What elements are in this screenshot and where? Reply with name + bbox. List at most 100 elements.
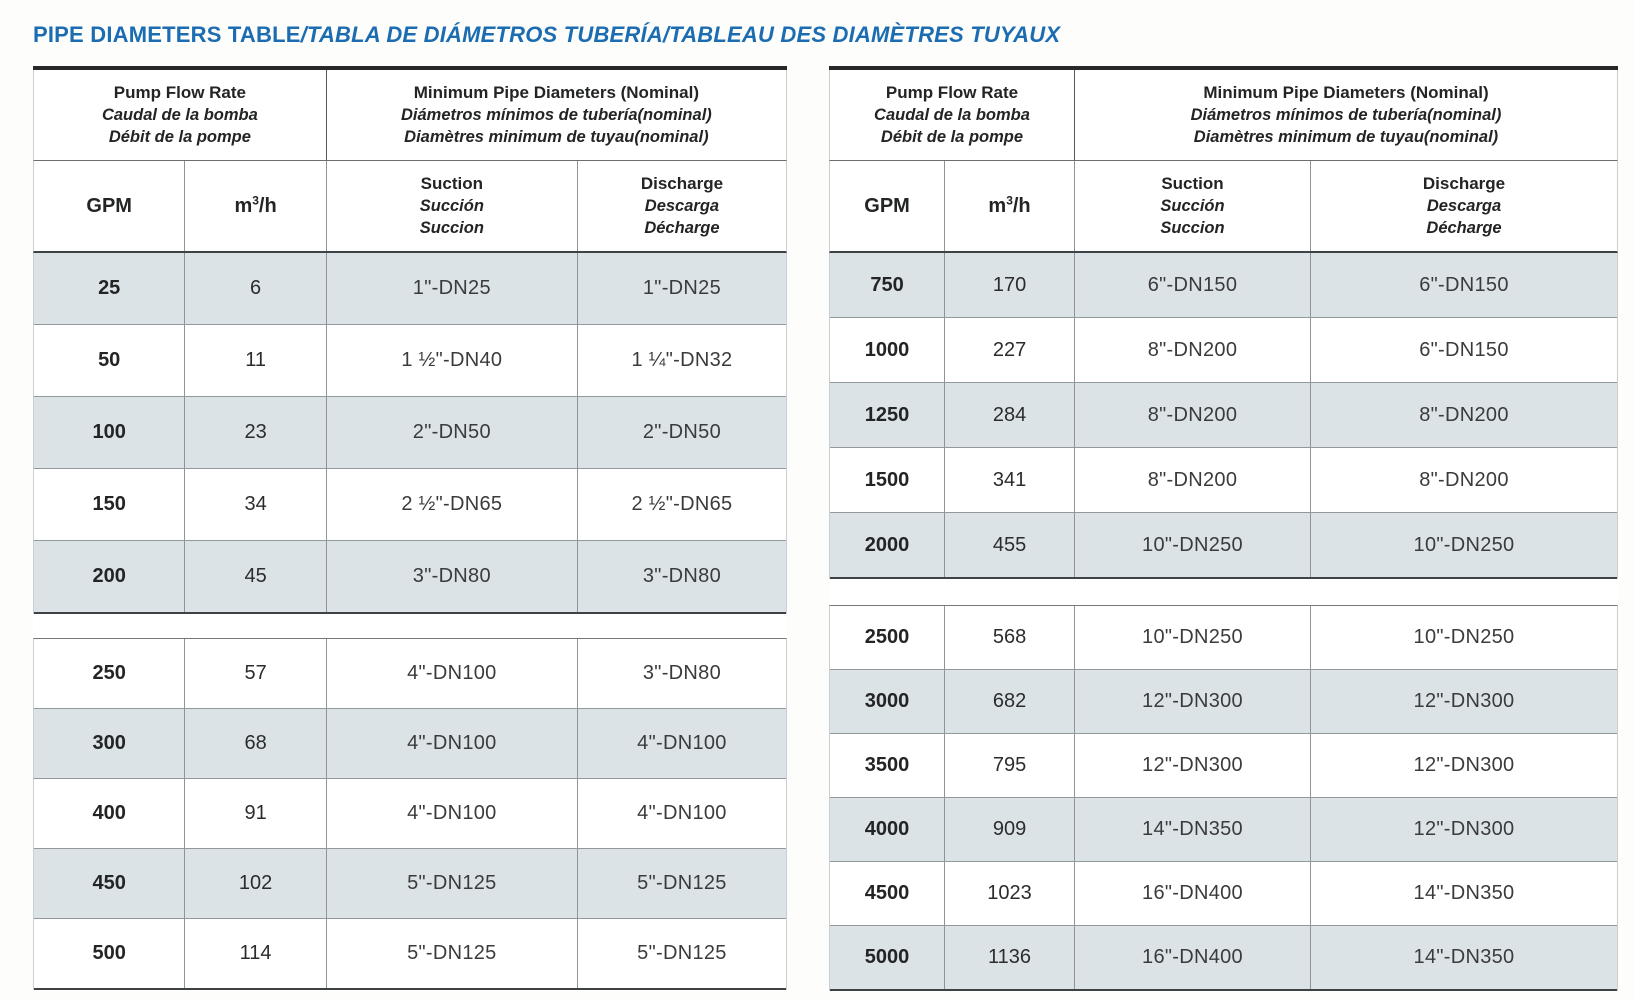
pipe-diameters-group-header: Minimum Pipe Diameters (Nominal) Diámetro…: [325, 70, 786, 160]
suction-cell: 16"-DN400: [1073, 862, 1310, 925]
m3h-cell-value: 45: [244, 565, 267, 587]
suction-cell: 1"-DN25: [325, 253, 577, 324]
table-row: 200 45 3"-DN80 3"-DN80: [34, 541, 786, 614]
suction-label-en: Suction: [1161, 174, 1224, 193]
gpm-cell: 300: [34, 709, 184, 778]
table-row: 1500 341 8"-DN200 8"-DN200: [830, 448, 1617, 513]
suction-cell: 3"-DN80: [325, 541, 577, 612]
flow-rate-group-header: Pump Flow Rate Caudal de la bomba Débit de…: [34, 70, 326, 160]
gpm-cell-value: 300: [92, 732, 126, 754]
table-row: 1000 227 8"-DN200 6"-DN150: [830, 318, 1617, 383]
pipe-diameters-label-fr: Diamètres minimum de tuyau(nominal): [404, 128, 709, 146]
gpm-cell: 5000: [830, 926, 944, 989]
flow-rate-group-header: Pump Flow Rate Caudal de la bomba Débit de…: [830, 70, 1074, 160]
suction-cell: 4"-DN100: [325, 779, 577, 848]
m3h-cell: 114: [184, 919, 325, 988]
table-block: 2500 568 10"-DN250 10"-DN250 3000 682 12"-DN30…: [829, 605, 1618, 991]
m3h-cell-value: 682: [992, 690, 1027, 712]
discharge-cell: 5"-DN125: [576, 849, 786, 918]
discharge-cell: 4"-DN100: [576, 709, 786, 778]
gpm-cell-value: 1250: [864, 403, 910, 426]
gpm-cell-value: 750: [870, 273, 904, 296]
discharge-label-es: Descarga: [1426, 197, 1502, 215]
pipe-diameters-label-es: Diámetros mínimos de tubería(nominal): [1190, 106, 1502, 124]
flow-rate-label-en: Pump Flow Rate: [885, 83, 1019, 102]
gpm-cell-value: 5000: [864, 946, 910, 968]
m3h-cell: 1136: [944, 926, 1074, 989]
table-row: 250 57 4"-DN100 3"-DN80: [34, 639, 786, 709]
flow-rate-label-es: Caudal de la bomba: [101, 106, 258, 124]
m3h-cell-value: 795: [992, 754, 1027, 776]
m3h-cell-value: 34: [244, 493, 267, 515]
discharge-cell-value: 1"-DN25: [642, 277, 721, 299]
m3h-cell: 23: [184, 397, 325, 468]
m3h-cell-value: 1023: [987, 882, 1032, 904]
suction-cell: 14"-DN350: [1073, 798, 1310, 861]
suction-cell: 5"-DN125: [325, 919, 577, 988]
pipe-diameters-group-header: Minimum Pipe Diameters (Nominal) Diámetro…: [1073, 70, 1617, 160]
suction-cell-value: 4"-DN100: [407, 662, 497, 684]
m3h-column-header: m3/h: [944, 161, 1074, 251]
discharge-cell-value: 12"-DN300: [1413, 690, 1515, 712]
gpm-cell: 4000: [830, 798, 944, 861]
gpm-cell-value: 2000: [864, 533, 910, 556]
gpm-cell: 1500: [830, 448, 944, 512]
m3h-cell-value: 68: [244, 732, 267, 754]
discharge-cell-value: 14"-DN350: [1413, 946, 1515, 968]
table-group-header: Pump Flow Rate Caudal de la bomba Débit de…: [829, 70, 1618, 161]
suction-cell: 10"-DN250: [1073, 606, 1310, 669]
gpm-cell: 25: [34, 253, 184, 324]
flow-rate-label-fr: Débit de la pompe: [108, 128, 251, 146]
gpm-cell: 500: [34, 919, 184, 988]
table-row: 4500 1023 16"-DN400 14"-DN350: [830, 862, 1617, 926]
discharge-cell: 12"-DN300: [1310, 798, 1617, 861]
discharge-cell-value: 6"-DN150: [1419, 338, 1509, 361]
suction-cell-value: 2"-DN50: [412, 421, 491, 443]
m3h-cell-value: 11: [245, 349, 266, 371]
discharge-label-fr: Décharge: [1426, 219, 1502, 237]
suction-label-es: Succión: [1160, 197, 1225, 215]
gpm-cell-value: 3500: [864, 754, 910, 776]
m3h-cell: 455: [944, 513, 1074, 577]
suction-cell-value: 16"-DN400: [1142, 946, 1243, 968]
gpm-cell-value: 4000: [864, 818, 910, 840]
m3h-column-header: m3/h: [184, 161, 325, 251]
discharge-cell: 8"-DN200: [1310, 383, 1617, 447]
discharge-cell-value: 10"-DN250: [1413, 626, 1515, 648]
m3h-cell-value: 91: [244, 802, 267, 824]
gpm-cell-value: 400: [92, 802, 126, 824]
suction-cell: 4"-DN100: [325, 709, 577, 778]
m3h-cell: 795: [944, 734, 1074, 797]
discharge-cell-value: 6"-DN150: [1419, 273, 1509, 296]
m3h-cell-value: 341: [992, 468, 1027, 491]
suction-cell-value: 8"-DN200: [1147, 468, 1238, 491]
m3h-cell: 227: [944, 318, 1074, 382]
table-row: 5000 1136 16"-DN400 14"-DN350: [830, 926, 1617, 991]
discharge-label-en: Discharge: [640, 174, 724, 193]
pipe-diameters-label-fr: Diamètres minimum de tuyau(nominal): [1193, 128, 1499, 146]
m3h-cell: 45: [184, 541, 325, 612]
m3h-cell: 284: [944, 383, 1074, 447]
suction-label-fr: Succion: [419, 219, 484, 237]
discharge-cell: 8"-DN200: [1310, 448, 1617, 512]
discharge-cell-value: 1 ¼"-DN32: [631, 349, 733, 371]
gpm-cell: 750: [830, 253, 944, 317]
suction-cell-value: 8"-DN200: [1147, 338, 1238, 361]
gpm-cell-value: 100: [92, 421, 126, 443]
page-title: PIPE DIAMETERS TABLE/TABLA DE DIÁMETROS …: [33, 22, 1635, 48]
table-subheader: GPM m3/h Suction Succión Succion Discharge Des…: [33, 161, 787, 253]
gpm-cell-value: 200: [92, 565, 126, 587]
discharge-cell-value: 8"-DN200: [1419, 468, 1509, 491]
table-subheader: GPM m3/h Suction Succión Succion Discharge Des…: [829, 161, 1618, 253]
suction-cell-value: 3"-DN80: [412, 565, 491, 587]
suction-cell: 4"-DN100: [325, 639, 577, 708]
discharge-column-header: Discharge Descarga Décharge: [1310, 161, 1617, 251]
m3h-cell-value: 23: [244, 421, 267, 443]
m3h-cell-value: 227: [992, 338, 1027, 361]
table-row: 150 34 2 ½"-DN65 2 ½"-DN65: [34, 469, 786, 541]
discharge-cell-value: 12"-DN300: [1413, 754, 1515, 776]
table-row: 25 6 1"-DN25 1"-DN25: [34, 253, 786, 325]
table-row: 1250 284 8"-DN200 8"-DN200: [830, 383, 1617, 448]
suction-cell: 10"-DN250: [1073, 513, 1310, 577]
discharge-cell: 6"-DN150: [1310, 318, 1617, 382]
